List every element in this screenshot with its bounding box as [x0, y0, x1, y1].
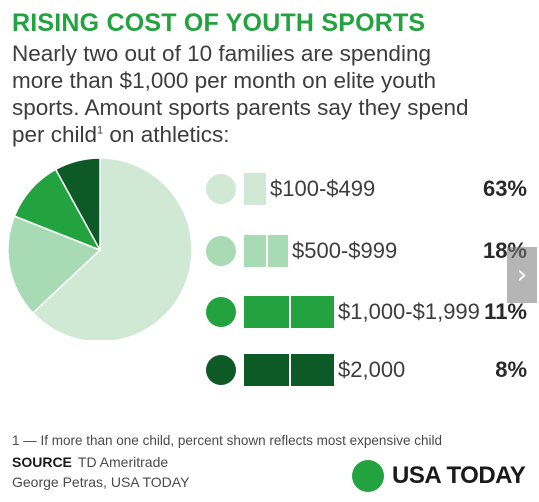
subtitle-footnote-mark: 1: [97, 124, 104, 137]
chart-title: RISING COST OF YOUTH SPORTS: [12, 9, 426, 37]
percent-label: 8%: [495, 357, 527, 382]
cost-bar: [244, 296, 336, 328]
subtitle-line-2: more than $1,000 per month on elite yout…: [12, 68, 437, 93]
subtitle-line-4-post: on athletics:: [103, 122, 230, 147]
category-label: $1,000-$1,999: [334, 296, 482, 328]
category-label: $2,000: [334, 354, 408, 386]
percent-label: 63%: [482, 176, 527, 201]
subtitle-line-4-pre: per child: [12, 122, 98, 147]
usa-today-logo-dot: [352, 460, 384, 492]
pie-chart: [7, 157, 193, 340]
pie-slice: [7, 215, 102, 315]
pie-slice: [31, 157, 193, 340]
category-label: $100-$499: [266, 173, 378, 205]
category-label: $500-$999: [288, 235, 400, 267]
legend-swatch: [206, 236, 236, 266]
bar-segment: [244, 296, 291, 328]
legend-swatch: [206, 355, 236, 385]
pie-slice: [54, 157, 101, 251]
bar-segment: [244, 235, 268, 267]
cost-bar: [244, 235, 290, 267]
legend-row: $1,000-$1,999 11%: [0, 292, 539, 332]
credit-line: George Petras, USA TODAY: [12, 474, 190, 490]
legend-row: $2,000 8%: [0, 350, 539, 390]
source-label: SOURCE: [12, 454, 72, 470]
legend-swatch: [206, 174, 236, 204]
bar-segment: [291, 354, 336, 386]
bar-segment: [268, 235, 290, 267]
legend-row: $500-$999 18%: [0, 231, 539, 271]
chevron-right-icon[interactable]: ›: [507, 247, 537, 303]
usa-today-logo-text: USA TODAY: [392, 462, 526, 489]
bar-segment: [244, 173, 268, 205]
cost-bar: [244, 354, 336, 386]
percent-label: 11%: [484, 299, 527, 324]
chart-subtitle: Nearly two out of 10 families are spendi…: [12, 40, 532, 148]
bar-segment: [244, 354, 291, 386]
subtitle-line-1: Nearly two out of 10 families are spendi…: [12, 41, 431, 66]
legend-row: $100-$499 63%: [0, 169, 539, 209]
bar-segment: [291, 296, 336, 328]
source-value: TD Ameritrade: [77, 454, 169, 470]
subtitle-line-3: sports. Amount sports parents say they s…: [12, 95, 469, 120]
footnote: 1 — If more than one child, percent show…: [12, 433, 442, 448]
legend-swatch: [206, 297, 236, 327]
source-line: SOURCE TD Ameritrade: [12, 454, 168, 470]
